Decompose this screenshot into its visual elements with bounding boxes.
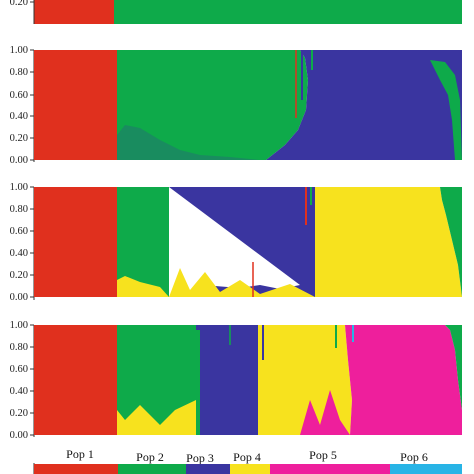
panel-k4-red-block [34,187,114,297]
panel-k3-tick-label-4: 0.80 [10,67,28,78]
panel-k6-red-block [34,325,114,435]
panel-k3-tick-label-5: 1.00 [10,45,28,56]
panel-k3-green-block [117,50,308,160]
pop-label-2: Pop 2 [136,450,164,464]
panel-bottom-cropped-blue [186,464,230,474]
panel-k4-green-tail [440,187,462,297]
panel-bottom-cropped-pink [270,464,390,474]
panel-k4-tick-label-5: 1.00 [10,182,28,193]
pop-label-1: Pop 1 [66,447,94,461]
panel-k6-tick-label-5: 1.00 [10,320,28,331]
population-labels: Pop 1 Pop 2 Pop 3 Pop 4 Pop 5 Pop 6 [66,447,428,465]
panel-k4-yellow-block [315,187,462,297]
panel-k3: 0.00 0.20 0.40 0.60 0.80 1.00 [10,45,462,166]
pop-label-4: Pop 4 [233,450,261,464]
panel-k6-pink-block [345,325,462,435]
panel-k4-blue-block [169,187,315,297]
panel-k3-blue-incursion [117,125,260,160]
panel-k6-red-edge [105,325,118,435]
panel-k6-tick-label-2: 0.40 [10,386,28,397]
panel-k3-tick-label-0: 0.00 [10,155,28,166]
panel-k3-red-block [34,50,114,160]
panel-k4-tick-label-1: 0.20 [10,270,28,281]
panel-k3-tick-label-3: 0.60 [10,90,28,101]
panel-k4-red-edge [104,187,118,297]
panel-k2-cropped-tick-label-0: 0.20 [10,0,28,8]
panel-k2-cropped-red [34,0,114,24]
panel-k6: 0.00 0.20 0.40 0.60 0.80 1.00 [10,320,462,441]
panel-k3-red-to-green-edge [105,50,118,160]
panel-bottom-cropped [33,463,462,474]
panel-k6-green-in-blue [196,330,200,435]
panel-k3-tick-label-2: 0.40 [10,111,28,122]
panel-k6-blue-block [196,325,258,435]
panel-k4: 0.00 0.20 0.40 0.60 0.80 1.00 [10,182,462,303]
panel-k4-yellow-in-green [117,276,169,297]
panel-k6-tick-label-1: 0.20 [10,408,28,419]
panel-k2-cropped: 0.20 [10,0,462,24]
panel-bottom-cropped-yellow [230,464,270,474]
panel-k4-tick-label-0: 0.00 [10,292,28,303]
panel-k3-blue-under-green [266,50,462,160]
panel-k4-tick-label-2: 0.40 [10,248,28,259]
pop-label-6: Pop 6 [400,450,428,464]
panel-k4-tick-label-4: 0.80 [10,204,28,215]
panel-k6-tick-label-4: 0.80 [10,342,28,353]
panel-bottom-cropped-cyan [390,464,462,474]
panel-k6-tick-label-0: 0.00 [10,430,28,441]
panel-k4-yellow-in-blue [169,268,315,297]
panel-bottom-cropped-green [118,464,186,474]
panel-k6-pink-in-yellow [300,390,350,435]
panel-k4-tick-label-3: 0.60 [10,226,28,237]
panel-k6-tick-label-3: 0.60 [10,364,28,375]
panel-k6-yellow-in-green [117,400,196,435]
panel-bottom-cropped-red [34,464,118,474]
panel-k3-blue-green-tail [430,60,462,160]
pop-label-5: Pop 5 [309,448,337,462]
panel-k3-tick-label-1: 0.20 [10,133,28,144]
pop-label-3: Pop 3 [186,451,214,465]
panel-k6-green-tail [445,325,462,410]
